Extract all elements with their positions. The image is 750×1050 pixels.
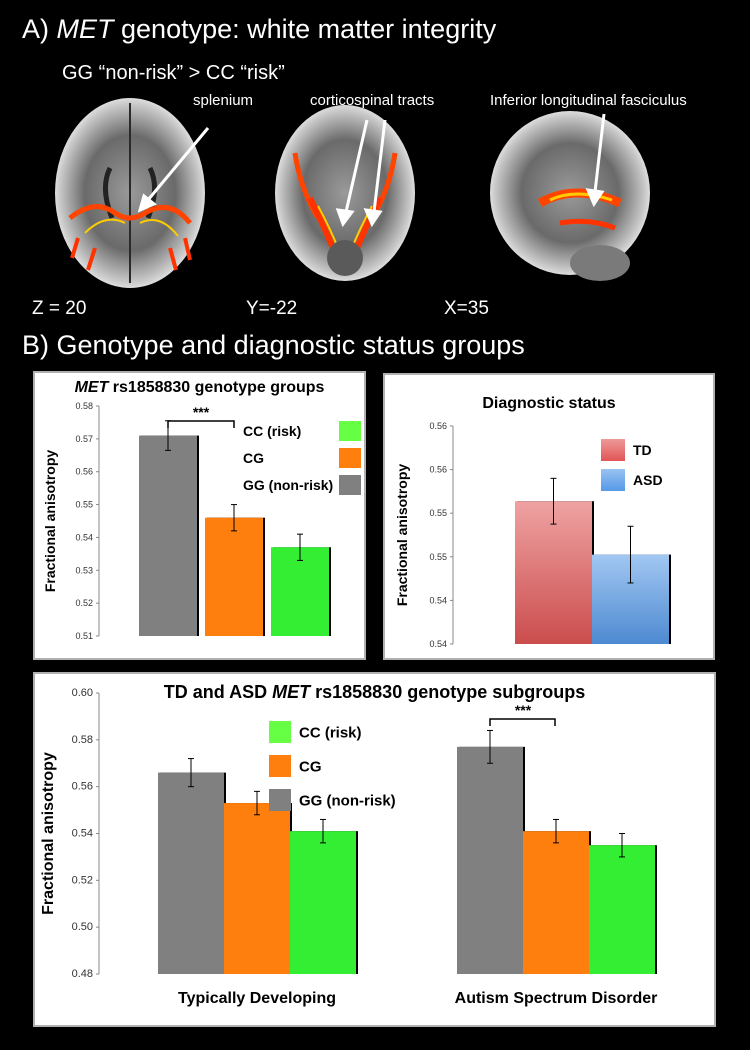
y-tick-label: 0.56 <box>429 421 447 431</box>
coronal-slice-image <box>275 105 415 281</box>
legend-label: GG (non-risk) <box>243 477 333 493</box>
significance-label: *** <box>515 702 532 718</box>
y-axis-label: Fractional anisotropy <box>42 450 58 593</box>
y-tick-label: 0.56 <box>72 781 93 793</box>
y-tick-label: 0.55 <box>429 508 447 518</box>
bar-cg <box>523 831 589 974</box>
legend-label: ASD <box>633 472 663 488</box>
chart3-plot: 0.48 0.50 0.52 0.54 0.56 0.58 0.60 Fractional a… <box>40 687 658 1007</box>
coord-x: X=35 <box>444 298 489 319</box>
legend-label: TD <box>633 442 652 458</box>
coord-y: Y=-22 <box>246 298 298 319</box>
y-tick-label: 0.48 <box>72 968 93 980</box>
sagittal-slice-image <box>490 111 650 281</box>
y-tick-label: 0.60 <box>72 687 93 699</box>
brain-images <box>55 98 650 288</box>
part-b-title: B) Genotype and diagnostic status groups <box>22 330 525 360</box>
subgroups-panel: TD and ASD MET rs1858830 genotype subgro… <box>33 672 716 1027</box>
part-a-subtitle: GG “non-risk” > CC “risk” <box>62 62 285 84</box>
y-axis-label: Fractional anisotropy <box>394 464 410 607</box>
x-category-label: Autism Spectrum Disorder <box>455 990 658 1007</box>
y-tick-label: 0.50 <box>72 921 93 933</box>
bar-cg <box>205 517 263 636</box>
y-tick-label: 0.58 <box>72 734 93 746</box>
x-category-label: Typically Developing <box>178 990 336 1007</box>
legend-label: GG (non-risk) <box>299 792 396 809</box>
y-tick-label: 0.54 <box>429 639 447 649</box>
annotation-arrows <box>137 113 606 228</box>
y-axis-label: Fractional anisotropy <box>40 752 57 915</box>
part-a-title: A) MET genotype: white matter integrity <box>22 14 497 44</box>
legend-swatch <box>339 448 361 468</box>
y-tick-label: 0.58 <box>75 401 93 411</box>
legend-label: CC (risk) <box>243 423 301 439</box>
y-tick-label: 0.53 <box>75 565 93 575</box>
y-tick-label: 0.51 <box>75 631 93 641</box>
chart1-plot: 0.51 0.52 0.53 0.54 0.55 0.56 0.57 0.58 Fraction… <box>42 401 361 641</box>
chart1-title: MET rs1858830 genotype groups <box>74 379 325 396</box>
significance-bracket <box>489 718 556 726</box>
bar-cg <box>224 803 290 974</box>
y-tick-label: 0.52 <box>75 598 93 608</box>
bar-cc <box>589 845 655 974</box>
y-tick-label: 0.54 <box>72 828 93 840</box>
y-tick-label: 0.55 <box>429 552 447 562</box>
annotation-splenium: splenium <box>193 92 254 109</box>
legend-swatch <box>269 755 291 777</box>
significance-bracket <box>167 420 235 428</box>
y-tick-label: 0.56 <box>75 467 93 477</box>
legend-swatch <box>339 421 361 441</box>
chart2-plot: 0.54 0.54 0.55 0.55 0.56 0.56 Fractional aniso… <box>394 421 671 649</box>
chart3-title: TD and ASD MET rs1858830 genotype subgro… <box>163 682 586 702</box>
annotation-corticospinal: corticospinal tracts <box>310 92 435 109</box>
legend-label: CC (risk) <box>299 724 362 741</box>
legend-label: CG <box>243 450 264 466</box>
legend-label: CG <box>299 758 322 775</box>
legend-swatch <box>269 789 291 811</box>
axial-slice-image <box>55 98 205 288</box>
bar-td <box>515 501 592 644</box>
y-tick-label: 0.57 <box>75 434 93 444</box>
bar-gg <box>457 746 523 974</box>
y-tick-label: 0.56 <box>429 465 447 475</box>
bar-cc <box>271 547 329 636</box>
annotation-ilf: Inferior longitudinal fasciculus <box>490 92 687 109</box>
legend-swatch <box>339 475 361 495</box>
y-tick-label: 0.52 <box>72 874 93 886</box>
bar-gg <box>139 435 197 636</box>
bar-gg <box>158 772 224 974</box>
coord-z: Z = 20 <box>32 298 87 319</box>
y-tick-label: 0.54 <box>429 595 447 605</box>
genotype-groups-panel: MET rs1858830 genotype groups 0.51 0.52 0.… <box>33 371 366 660</box>
diagnostic-status-panel: Diagnostic status 0.54 0.54 0.55 0.55 0.56 0.… <box>383 373 715 660</box>
legend-swatch <box>601 469 625 491</box>
bar-cc <box>290 831 356 974</box>
y-tick-label: 0.54 <box>75 532 93 542</box>
significance-label: *** <box>193 404 210 420</box>
legend-swatch <box>269 721 291 743</box>
y-tick-label: 0.55 <box>75 500 93 510</box>
legend-swatch <box>601 439 625 461</box>
chart2-title: Diagnostic status <box>482 395 616 412</box>
